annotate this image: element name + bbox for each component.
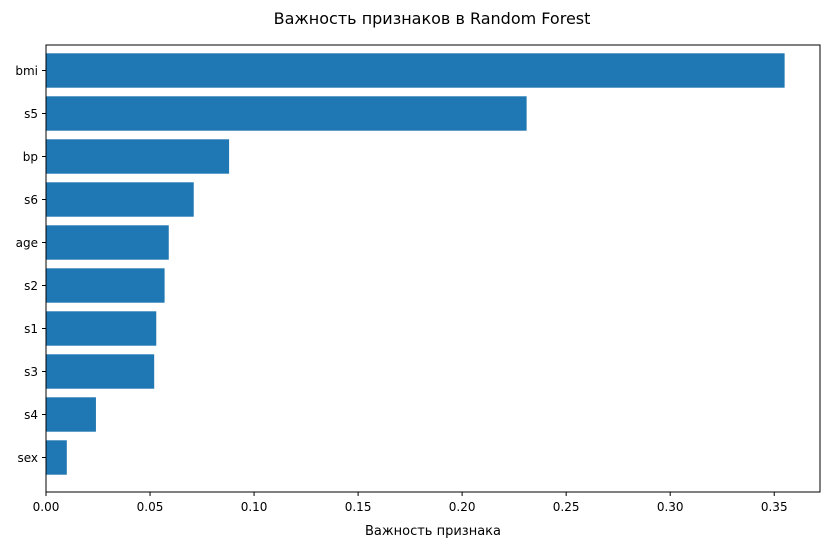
y-axis-ticks: bmi s5 bp s6 age s2 s1 s3 s4 sex [15, 64, 46, 465]
x-tick-label: 0.05 [137, 500, 164, 514]
y-tick-label: s3 [24, 365, 38, 379]
y-tick-label: s4 [24, 408, 38, 422]
y-tick-label: bmi [15, 64, 38, 78]
bar-s6 [46, 182, 194, 217]
x-tick-label: 0.10 [241, 500, 268, 514]
bar-s4 [46, 397, 96, 432]
y-tick-label: s1 [24, 322, 38, 336]
x-tick-label: 0.30 [657, 500, 684, 514]
x-axis-label: Важность признака [365, 524, 501, 539]
y-tick-label: bp [23, 150, 38, 164]
y-tick-label: sex [17, 451, 38, 465]
x-axis-ticks: 0.00 0.05 0.10 0.15 0.20 0.25 0.30 0.35 [33, 492, 788, 514]
bar-s5 [46, 96, 527, 131]
y-tick-label: s2 [24, 279, 38, 293]
bar-s1 [46, 311, 157, 346]
bar-bp [46, 139, 230, 174]
plot-frame [45, 44, 821, 493]
bar-sex [46, 440, 67, 475]
x-tick-label: 0.35 [761, 500, 788, 514]
x-tick-label: 0.25 [553, 500, 580, 514]
y-tick-label: age [16, 236, 38, 250]
y-tick-label: s5 [24, 107, 38, 121]
y-tick-label: s6 [24, 193, 38, 207]
chart-title: Важность признаков в Random Forest [274, 9, 591, 28]
x-tick-label: 0.15 [345, 500, 372, 514]
x-tick-label: 0.00 [33, 500, 60, 514]
x-tick-label: 0.20 [449, 500, 476, 514]
bars-group [46, 53, 785, 475]
bar-bmi [46, 53, 785, 88]
bar-s3 [46, 354, 155, 389]
bar-age [46, 225, 169, 260]
bar-s2 [46, 268, 165, 303]
